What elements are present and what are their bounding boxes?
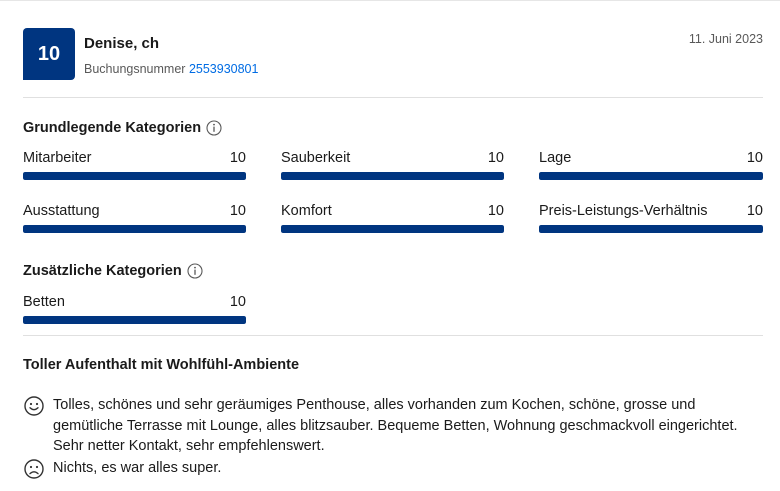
category-label: Ausstattung <box>23 203 100 219</box>
divider <box>23 335 763 336</box>
category-label: Betten <box>23 294 65 310</box>
category-bar <box>281 225 504 233</box>
category-score: 10 <box>229 294 246 310</box>
reviewer-name: Denise, ch <box>84 35 160 52</box>
extra-categories-heading: Zusätzliche Kategorien <box>23 263 203 279</box>
info-icon[interactable] <box>206 120 222 136</box>
booking-number[interactable]: 2553930801 <box>188 62 259 76</box>
category-score: 10 <box>229 203 246 219</box>
booking-label: Buchungsnummer <box>84 62 186 76</box>
category-label: Sauberkeit <box>281 150 351 166</box>
category-bar <box>539 225 763 233</box>
category-score: 10 <box>487 203 504 219</box>
review-header: 10 Denise, ch Buchungsnummer 2553930801 … <box>23 28 763 80</box>
category-score: 10 <box>487 150 504 166</box>
smiley-face-icon <box>23 395 45 417</box>
category-score: 10 <box>746 203 763 219</box>
category-bar <box>23 172 246 180</box>
category-bar <box>23 225 246 233</box>
basic-categories-heading: Grundlegende Kategorien <box>23 120 222 136</box>
extra-categories-title: Zusätzliche Kategorien <box>23 263 182 279</box>
category-komfort: Komfort 10 <box>281 203 504 233</box>
category-label: Komfort <box>281 203 332 219</box>
basic-categories-title: Grundlegende Kategorien <box>23 120 202 136</box>
positive-review: Tolles, schönes und sehr geräumiges Pent… <box>23 395 763 457</box>
category-sauberkeit: Sauberkeit 10 <box>281 150 504 180</box>
category-score: 10 <box>229 150 246 166</box>
category-bar-fill <box>281 225 504 233</box>
category-preis-leistung: Preis-Leistungs-Verhältnis 10 <box>539 203 763 233</box>
booking-info: Buchungsnummer 2553930801 <box>84 62 258 76</box>
positive-review-text: Tolles, schönes und sehr geräumiges Pent… <box>53 397 738 454</box>
category-label: Mitarbeiter <box>23 150 92 166</box>
category-bar <box>539 172 763 180</box>
category-label: Lage <box>539 150 572 166</box>
category-bar-fill <box>281 172 504 180</box>
review-score-badge: 10 <box>23 28 75 80</box>
review-score: 10 <box>37 42 61 65</box>
negative-review: Nichts, es war alles super. <box>23 458 763 480</box>
category-ausstattung: Ausstattung 10 <box>23 203 246 233</box>
negative-review-text: Nichts, es war alles super. <box>53 460 222 476</box>
category-betten: Betten 10 <box>23 294 246 324</box>
category-lage: Lage 10 <box>539 150 763 180</box>
top-border <box>0 0 780 1</box>
category-bar-fill <box>539 225 763 233</box>
category-label: Preis-Leistungs-Verhältnis <box>539 203 708 219</box>
category-score: 10 <box>746 150 763 166</box>
category-bar <box>23 316 246 324</box>
category-bar <box>281 172 504 180</box>
review-date: 11. Juni 2023 <box>688 32 763 46</box>
category-bar-fill <box>23 172 246 180</box>
category-mitarbeiter: Mitarbeiter 10 <box>23 150 246 180</box>
category-bar-fill <box>539 172 763 180</box>
review-title: Toller Aufenthalt mit Wohlfühl-Ambiente <box>23 357 300 373</box>
info-icon[interactable] <box>187 263 203 279</box>
category-bar-fill <box>23 225 246 233</box>
category-bar-fill <box>23 316 246 324</box>
sad-face-icon <box>23 458 45 480</box>
divider <box>23 97 763 98</box>
